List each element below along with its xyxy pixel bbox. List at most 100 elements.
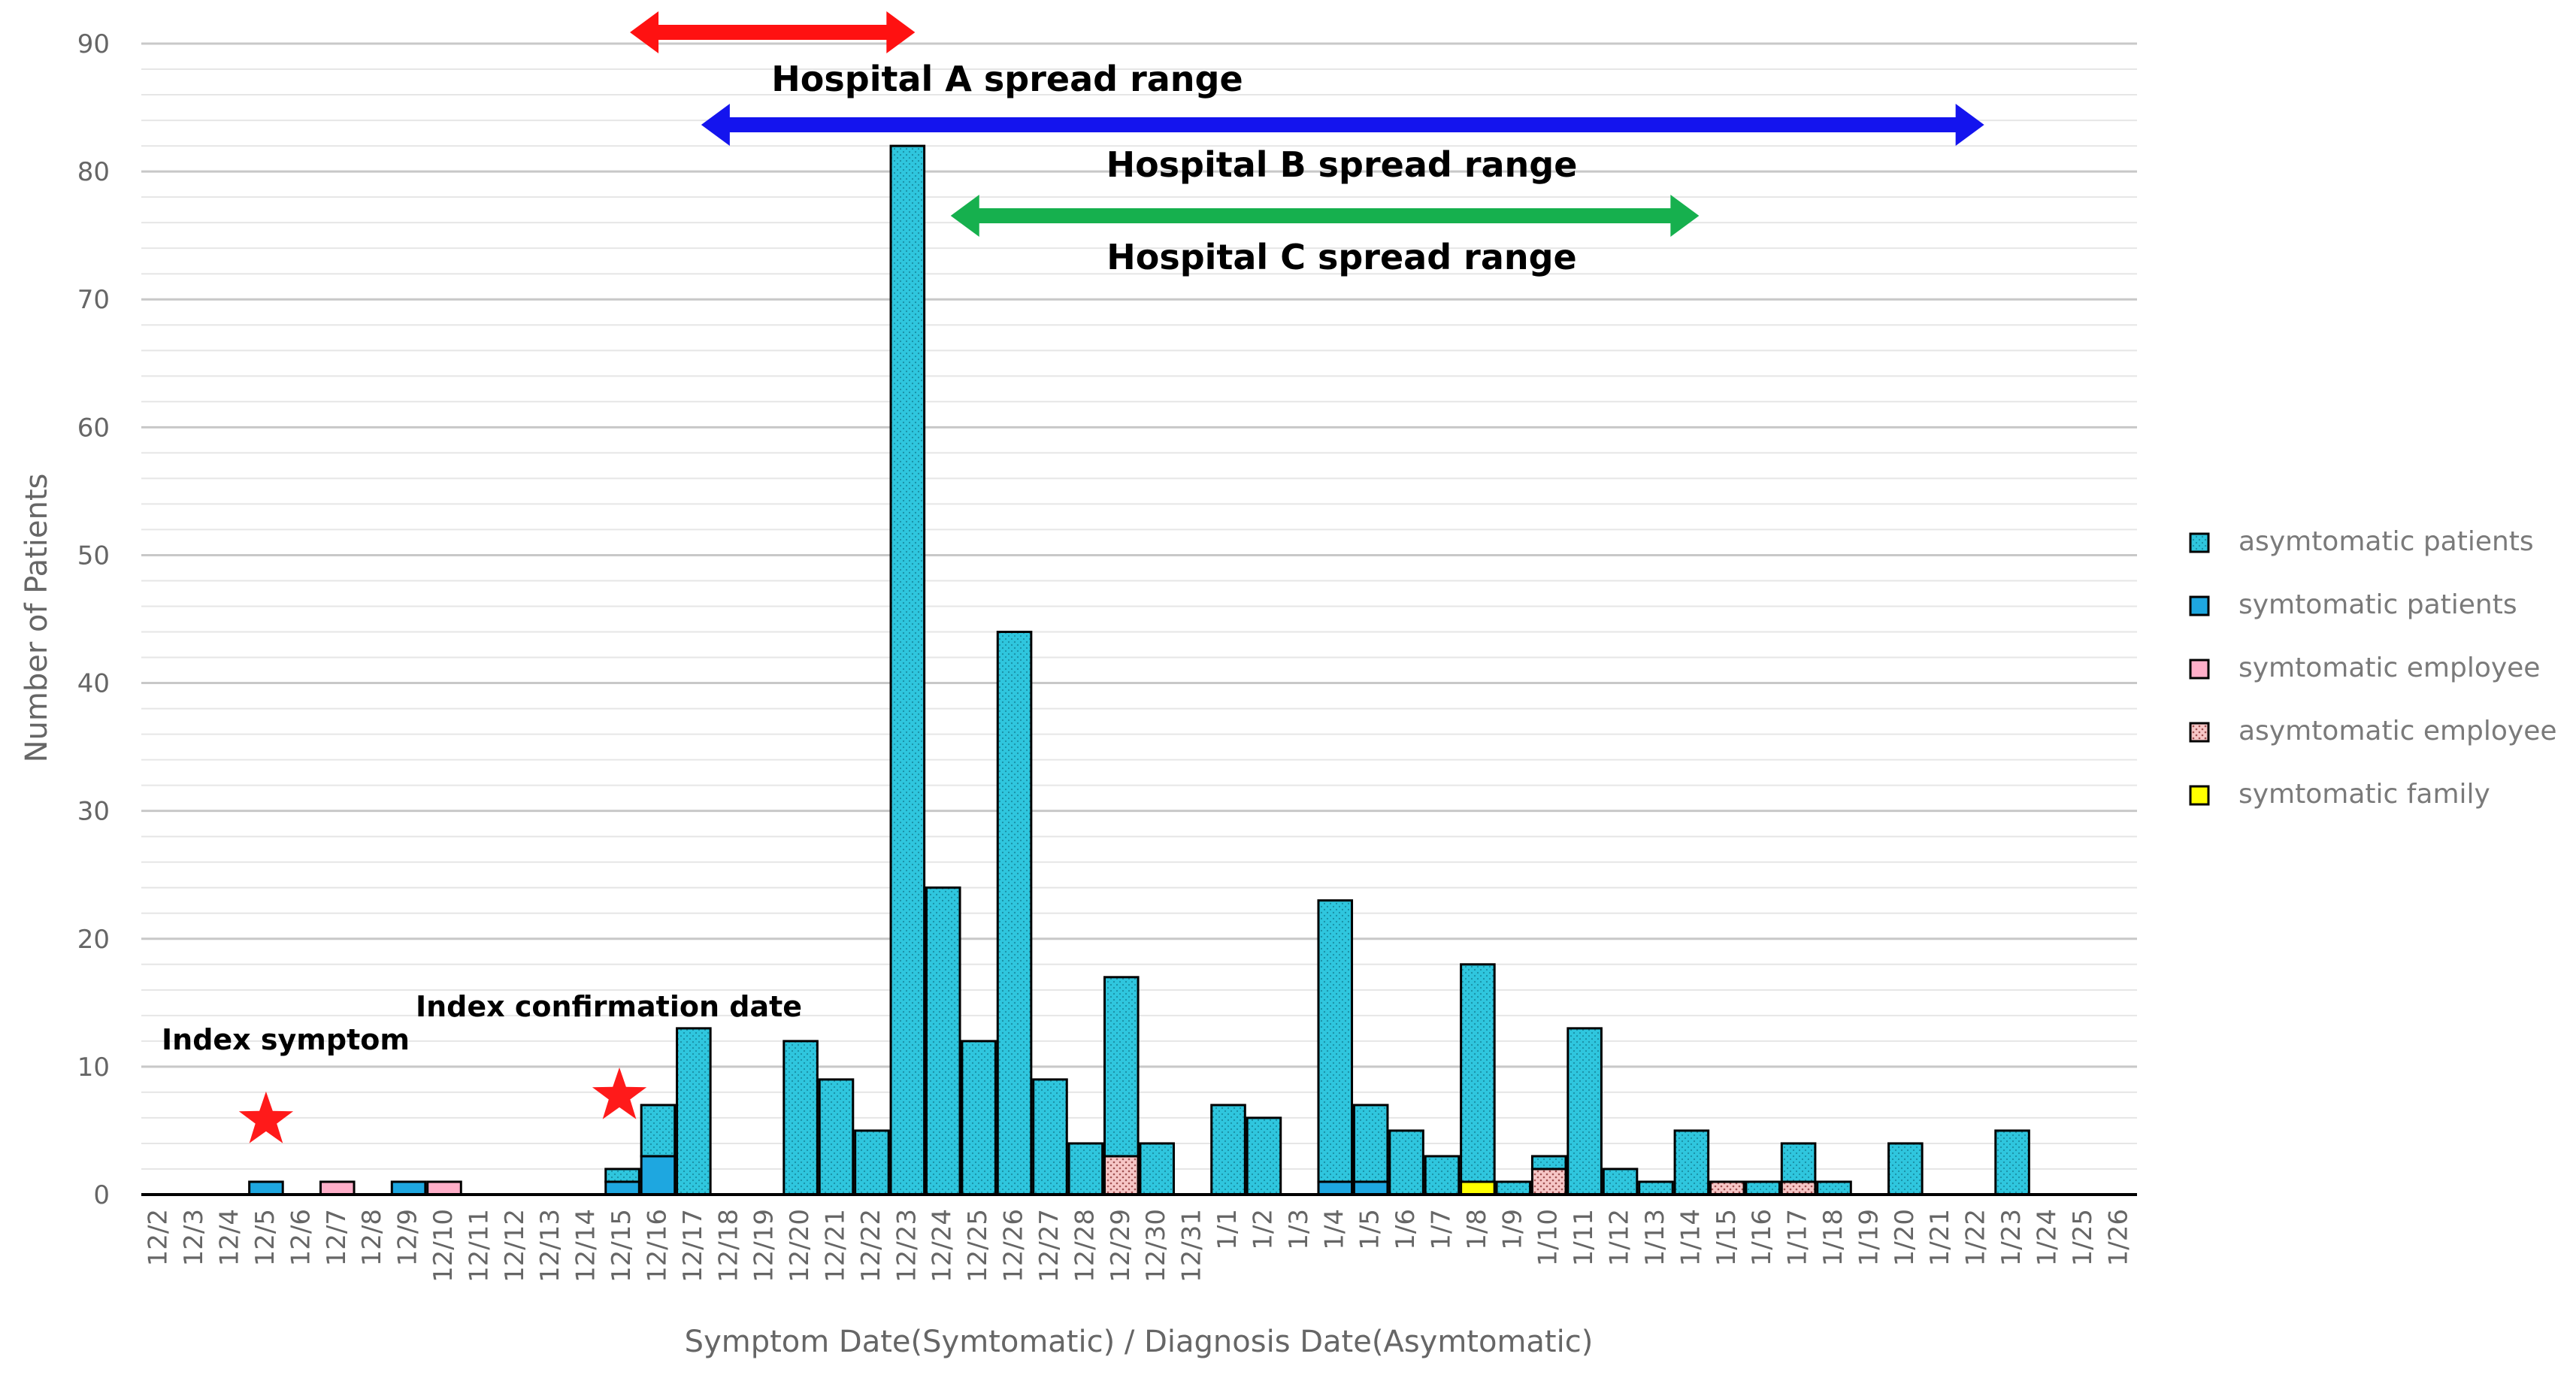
x-tick-label: 12/16 bbox=[642, 1209, 672, 1283]
x-tick-label: 12/6 bbox=[286, 1209, 316, 1266]
x-tick-label: 12/13 bbox=[535, 1209, 565, 1283]
bar-symtomatic-patients bbox=[1352, 1180, 1389, 1196]
y-tick-label: 50 bbox=[77, 541, 110, 571]
y-axis-ticks: 0 10 20 30 40 50 60 70 80 90 bbox=[77, 29, 110, 1210]
legend-swatch bbox=[2189, 532, 2210, 553]
bar-asymtomatic-patients bbox=[889, 144, 926, 1196]
x-tick-label: 12/15 bbox=[607, 1209, 637, 1283]
bar-asymtomatic-patients bbox=[1067, 1142, 1104, 1196]
x-tick-label: 1/15 bbox=[1712, 1209, 1742, 1266]
legend-label: symtomatic family bbox=[2238, 779, 2490, 810]
bar-asymtomatic-patients bbox=[1103, 976, 1140, 1158]
y-tick-label: 10 bbox=[77, 1052, 110, 1083]
x-tick-label: 1/20 bbox=[1890, 1209, 1920, 1266]
x-tick-label: 12/30 bbox=[1141, 1209, 1171, 1283]
bar-symtomatic-family bbox=[1460, 1180, 1496, 1196]
x-tick-label: 1/10 bbox=[1533, 1209, 1563, 1266]
x-tick-label: 1/21 bbox=[1925, 1209, 1955, 1266]
bar-symtomatic-patients bbox=[1317, 1180, 1354, 1196]
legend-swatch bbox=[2189, 785, 2210, 806]
x-tick-label: 12/3 bbox=[179, 1209, 209, 1266]
bar-asymtomatic-patients bbox=[1139, 1142, 1175, 1196]
x-tick-label: 12/12 bbox=[500, 1209, 530, 1283]
bar-asymtomatic-patients bbox=[782, 1040, 819, 1196]
annotation-label: Index symptom bbox=[162, 1023, 410, 1056]
x-tick-label: 1/3 bbox=[1284, 1209, 1314, 1250]
x-tick-label: 1/26 bbox=[2103, 1209, 2133, 1266]
x-tick-label: 1/24 bbox=[2032, 1209, 2062, 1266]
legend-label: asymtomatic patients bbox=[2238, 526, 2534, 557]
bar-asymtomatic-patients bbox=[1780, 1142, 1817, 1183]
bar-asymtomatic-patients bbox=[1352, 1104, 1389, 1183]
x-tick-label: 1/9 bbox=[1497, 1209, 1527, 1250]
x-tick-label: 12/2 bbox=[144, 1209, 174, 1266]
x-tick-label: 1/8 bbox=[1462, 1209, 1492, 1250]
y-tick-label: 70 bbox=[77, 285, 110, 315]
range-arrow bbox=[630, 11, 916, 53]
x-tick-label: 12/25 bbox=[963, 1209, 993, 1283]
bar-asymtomatic-patients bbox=[1816, 1180, 1852, 1196]
x-tick-label: 12/27 bbox=[1034, 1209, 1064, 1283]
bar-asymtomatic-employee bbox=[1780, 1180, 1817, 1196]
x-tick-label: 1/17 bbox=[1783, 1209, 1813, 1266]
bar-asymtomatic-patients bbox=[1745, 1180, 1781, 1196]
bar-asymtomatic-employee bbox=[1530, 1168, 1567, 1196]
x-tick-label: 12/5 bbox=[250, 1209, 280, 1266]
bar-asymtomatic-patients bbox=[1246, 1116, 1282, 1196]
x-tick-label: 12/24 bbox=[928, 1209, 958, 1283]
x-tick-label: 12/23 bbox=[891, 1209, 922, 1283]
x-tick-label: 1/23 bbox=[1996, 1209, 2027, 1266]
bar-asymtomatic-patients bbox=[1673, 1129, 1710, 1196]
y-tick-label: 40 bbox=[77, 669, 110, 699]
x-axis-ticks: 12/2 12/3 12/4 12/5 12/6 12/7 12/8 12/9 12/10 12/… bbox=[144, 1209, 2134, 1283]
bar-asymtomatic-patients bbox=[1460, 963, 1496, 1183]
x-tick-label: 1/5 bbox=[1355, 1209, 1385, 1250]
bar-asymtomatic-patients bbox=[1210, 1104, 1246, 1196]
range-label: Hospital C spread range bbox=[1106, 237, 1577, 277]
x-tick-label: 12/14 bbox=[571, 1209, 601, 1283]
bars bbox=[248, 144, 2030, 1196]
bar-symtomatic-employee bbox=[426, 1180, 462, 1196]
bar-asymtomatic-patients bbox=[1388, 1129, 1424, 1196]
bar-asymtomatic-employee bbox=[1709, 1180, 1745, 1196]
legend: asymtomatic patients symtomatic patients s… bbox=[2189, 526, 2557, 810]
x-tick-label: 12/31 bbox=[1177, 1209, 1207, 1283]
x-tick-label: 12/19 bbox=[749, 1209, 779, 1283]
grid-lines bbox=[141, 42, 2137, 1170]
y-tick-label: 30 bbox=[77, 797, 110, 827]
x-tick-label: 1/4 bbox=[1319, 1209, 1349, 1250]
x-tick-label: 12/4 bbox=[215, 1209, 245, 1266]
x-tick-label: 1/14 bbox=[1675, 1209, 1706, 1266]
x-tick-label: 1/7 bbox=[1426, 1209, 1456, 1250]
y-tick-label: 60 bbox=[77, 413, 110, 443]
bar-asymtomatic-patients bbox=[1566, 1027, 1603, 1196]
x-tick-label: 1/13 bbox=[1640, 1209, 1670, 1266]
bar-asymtomatic-patients bbox=[1602, 1168, 1639, 1196]
legend-label: asymtomatic employee bbox=[2238, 716, 2557, 747]
bar-asymtomatic-patients bbox=[1424, 1155, 1461, 1196]
range-arrow bbox=[950, 195, 1700, 237]
x-tick-label: 1/16 bbox=[1747, 1209, 1777, 1266]
x-tick-label: 12/29 bbox=[1106, 1209, 1136, 1283]
x-tick-label: 1/25 bbox=[2068, 1209, 2098, 1266]
x-tick-label: 1/22 bbox=[1961, 1209, 1991, 1266]
legend-swatch bbox=[2189, 722, 2210, 743]
y-tick-label: 80 bbox=[77, 157, 110, 187]
x-axis-title: Symptom Date(Symtomatic) / Diagnosis Dat… bbox=[685, 1325, 1594, 1359]
x-tick-label: 1/11 bbox=[1569, 1209, 1599, 1266]
x-tick-label: 12/21 bbox=[821, 1209, 851, 1283]
x-tick-label: 12/11 bbox=[464, 1209, 494, 1283]
bar-symtomatic-patients bbox=[248, 1180, 284, 1196]
bar-symtomatic-patients bbox=[640, 1155, 677, 1196]
x-tick-label: 12/10 bbox=[428, 1209, 459, 1283]
x-tick-label: 12/17 bbox=[678, 1209, 708, 1283]
x-tick-label: 12/7 bbox=[322, 1209, 352, 1266]
bar-asymtomatic-patients bbox=[1032, 1078, 1068, 1196]
bar-asymtomatic-patients bbox=[996, 631, 1033, 1196]
bar-asymtomatic-employee bbox=[1103, 1155, 1140, 1196]
bar-asymtomatic-patients bbox=[604, 1168, 640, 1183]
legend-swatch bbox=[2189, 659, 2210, 680]
y-tick-label: 0 bbox=[93, 1180, 110, 1210]
bar-asymtomatic-patients bbox=[1530, 1155, 1567, 1171]
x-tick-label: 12/26 bbox=[999, 1209, 1029, 1283]
